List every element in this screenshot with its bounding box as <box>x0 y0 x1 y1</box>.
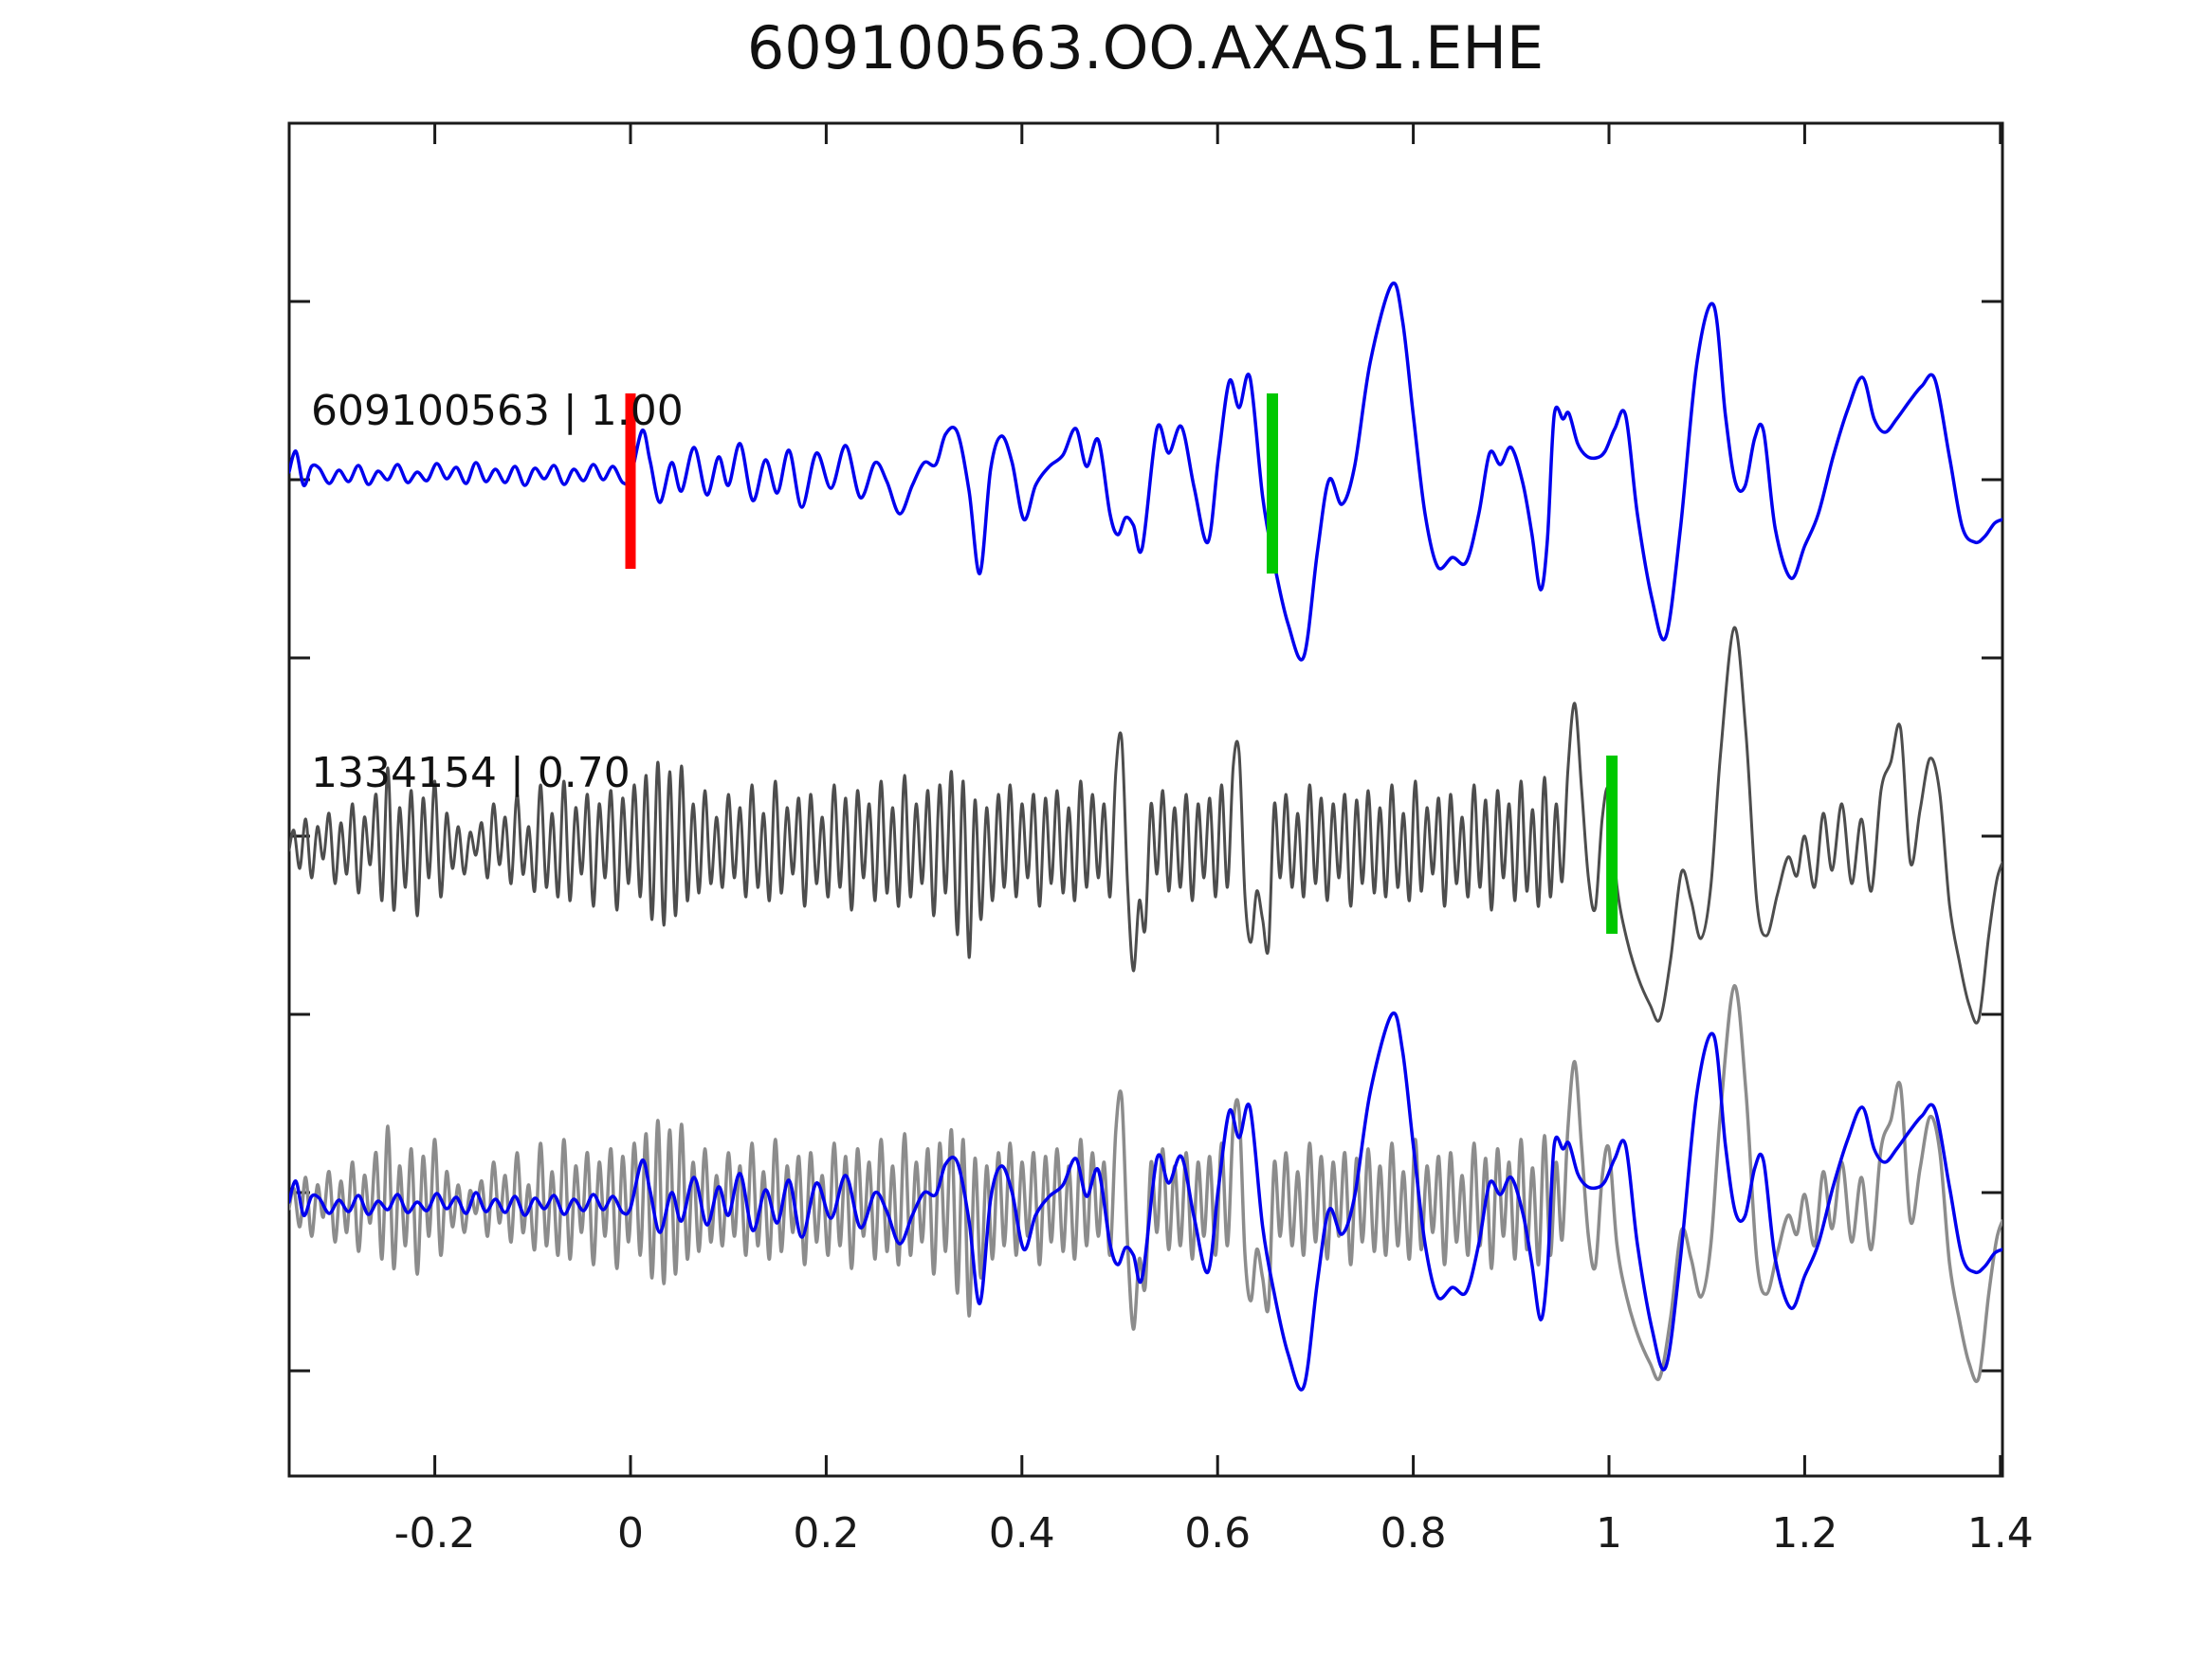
x-tick-label: 0.2 <box>793 1509 859 1558</box>
plot-title: 609100563.OO.AXAS1.EHE <box>747 13 1544 82</box>
x-tick-label: 0.8 <box>1380 1509 1447 1558</box>
green-pick-detection-marker <box>1266 393 1278 574</box>
pick-markers <box>625 393 1618 934</box>
green-pick-template-marker <box>1606 756 1618 934</box>
x-tick-label: 1.2 <box>1771 1509 1837 1558</box>
trace-label-template: 1334154 | 0.70 <box>311 749 631 797</box>
trace-template-path <box>289 626 2002 1025</box>
trace-label-detection: 609100563 | 1.00 <box>311 387 684 435</box>
trace-detection-path <box>289 281 2002 662</box>
x-tick-label: 0.4 <box>989 1509 1055 1558</box>
x-tick-labels: -0.2 0 0.2 0.4 0.6 0.8 1 1.2 1.4 <box>394 1509 2034 1558</box>
overlay-template-path <box>289 984 2002 1383</box>
x-tick-label: 0.6 <box>1184 1509 1251 1558</box>
overlay-detection-path <box>289 1011 2002 1392</box>
x-tick-label: 1 <box>1596 1509 1622 1558</box>
x-tick-label: 0 <box>617 1509 644 1558</box>
x-tick-label: 1.4 <box>1967 1509 2034 1558</box>
traces <box>289 281 2002 1392</box>
axes <box>287 121 2004 1478</box>
axis-ticks <box>289 123 2002 1476</box>
red-pick-detection-marker <box>625 393 636 569</box>
x-tick-label: -0.2 <box>394 1509 476 1558</box>
plot-border <box>287 121 2004 1478</box>
